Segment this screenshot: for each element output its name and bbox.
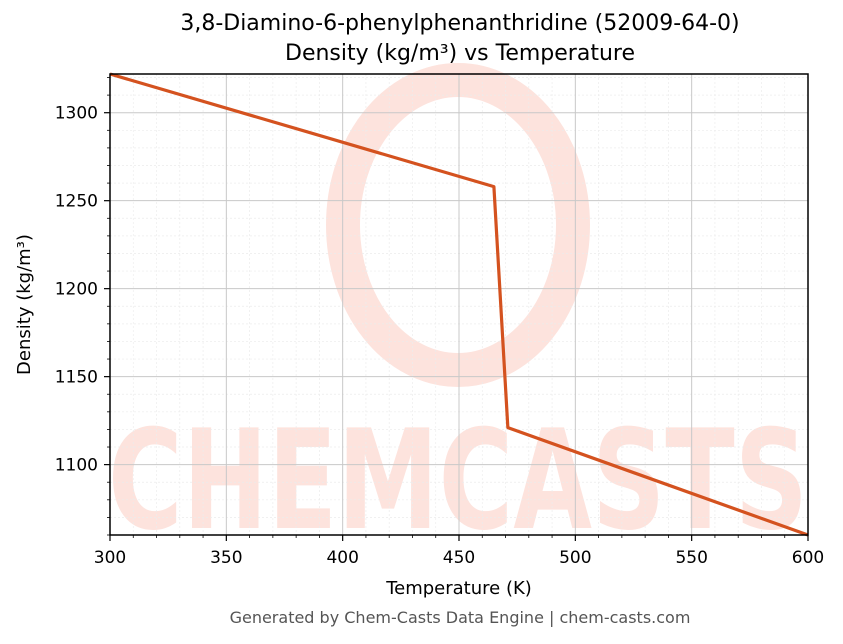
x-tick-label: 450: [443, 548, 475, 568]
x-tick-label: 600: [792, 548, 824, 568]
y-tick-label: 1200: [55, 280, 98, 300]
chemcasts-watermark: CHEMCASTS: [108, 63, 808, 561]
footer-credit: Generated by Chem-Casts Data Engine | ch…: [229, 608, 691, 627]
density-series-line: [109, 72, 809, 537]
y-tick-label: 1100: [55, 456, 98, 476]
y-tick-label: 1300: [55, 104, 98, 124]
watermark-ring: [326, 63, 590, 387]
x-tick-label: 300: [94, 548, 126, 568]
x-tick-label: 350: [210, 548, 242, 568]
x-tick-label: 550: [675, 548, 707, 568]
x-axis-label: Temperature (K): [385, 578, 532, 599]
x-tick-label: 500: [559, 548, 591, 568]
y-axis-label: Density (kg/m³): [14, 234, 35, 375]
y-axis-ticks: 1100 1150 1200 1250 1300: [55, 77, 110, 536]
watermark-text: CHEMCASTS: [108, 400, 808, 561]
series-layer: [109, 72, 809, 537]
x-axis-ticks: 300 350 400 450 500 550 600: [94, 535, 824, 568]
chart-title: 3,8-Diamino-6-phenylphenanthridine (5200…: [180, 11, 740, 36]
y-tick-label: 1150: [55, 368, 98, 388]
chart-subtitle: Density (kg/m³) vs Temperature: [285, 41, 635, 66]
x-tick-label: 400: [326, 548, 358, 568]
y-tick-label: 1250: [55, 192, 98, 212]
